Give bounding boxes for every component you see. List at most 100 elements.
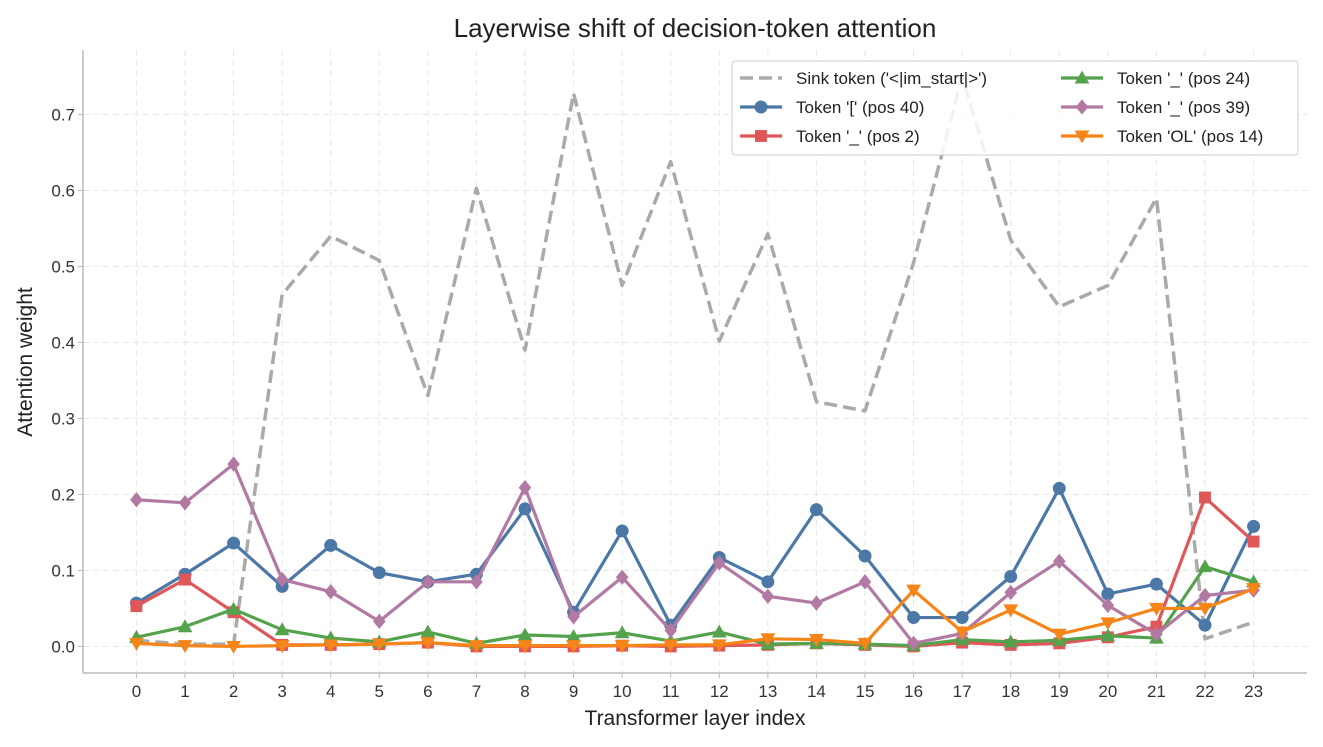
x-tick-label: 13 xyxy=(758,682,777,701)
chart-title: Layerwise shift of decision-token attent… xyxy=(454,13,937,43)
legend-swatch-marker xyxy=(754,100,768,114)
x-tick-label: 5 xyxy=(375,682,384,701)
series-4 xyxy=(130,456,1260,652)
x-tick-label: 4 xyxy=(326,682,335,701)
data-point xyxy=(1101,597,1115,614)
data-point xyxy=(1100,628,1116,642)
x-tick-label: 17 xyxy=(953,682,972,701)
x-tick-label: 7 xyxy=(472,682,481,701)
data-point xyxy=(1149,602,1164,616)
x-tick-label: 15 xyxy=(856,682,875,701)
series-5 xyxy=(129,583,1261,654)
data-point xyxy=(907,611,921,625)
data-point xyxy=(518,479,532,496)
legend-item: Token '[' (pos 40) xyxy=(740,98,924,117)
series xyxy=(129,74,1261,654)
data-point xyxy=(324,584,337,600)
legend-label: Sink token ('<|im_start|>') xyxy=(796,69,987,88)
legend-item: Token '_' (pos 2) xyxy=(740,127,920,146)
legend-label: Token '_' (pos 24) xyxy=(1117,69,1250,88)
data-point xyxy=(469,640,484,654)
legend-item: Token 'OL' (pos 14) xyxy=(1061,127,1263,146)
series-line xyxy=(136,565,1255,648)
y-axis-label: Attention weight xyxy=(14,287,37,437)
data-point xyxy=(227,536,241,550)
x-tick-label: 23 xyxy=(1244,682,1263,701)
data-point xyxy=(1003,634,1019,648)
y-tick-label: 0.6 xyxy=(51,182,75,201)
data-point xyxy=(1247,519,1261,533)
data-point xyxy=(420,624,436,638)
legend-swatch-marker xyxy=(755,130,767,142)
data-point xyxy=(1247,535,1260,548)
y-tick-label: 0.7 xyxy=(51,106,75,125)
series-line xyxy=(136,74,1255,646)
data-point xyxy=(179,573,191,586)
data-point xyxy=(711,639,727,653)
data-point xyxy=(664,622,677,639)
x-tick-label: 6 xyxy=(423,682,432,701)
x-tick-label: 2 xyxy=(229,682,238,701)
y-tick-label: 0.3 xyxy=(51,409,75,428)
data-point xyxy=(1052,481,1066,495)
series-line xyxy=(136,587,1255,649)
data-point xyxy=(1101,587,1115,601)
series-line xyxy=(136,462,1254,645)
legend-swatch-marker xyxy=(1074,130,1090,144)
x-axis-label: Transformer layer index xyxy=(585,707,806,730)
data-point xyxy=(517,627,533,641)
y-tick-label: 0.5 xyxy=(51,258,75,277)
legend-swatch-marker xyxy=(1074,70,1090,84)
data-point xyxy=(1004,570,1018,583)
data-point xyxy=(226,601,241,615)
legend-item: Token '_' (pos 39) xyxy=(1061,98,1250,117)
x-ticks: 0 1 2 3 4 5 6 7 8 9 10 11 12 13 14 15 16 17 18 19 20 21 22 23 xyxy=(132,673,1263,701)
data-point xyxy=(954,626,970,640)
x-tick-label: 20 xyxy=(1098,682,1117,701)
data-point xyxy=(809,634,824,647)
data-point xyxy=(761,588,775,604)
data-point xyxy=(711,624,727,638)
x-tick-label: 10 xyxy=(613,682,632,701)
data-point xyxy=(1100,617,1116,631)
data-point xyxy=(1199,491,1211,504)
data-point xyxy=(713,555,726,571)
data-point xyxy=(177,619,193,633)
data-point xyxy=(1149,577,1163,591)
data-point xyxy=(274,622,290,636)
data-point xyxy=(1003,604,1019,618)
data-point xyxy=(420,637,436,650)
data-point xyxy=(130,492,143,508)
legend-item: Sink token ('<|im_start|>') xyxy=(740,69,987,88)
data-point xyxy=(566,640,581,654)
data-point xyxy=(615,524,629,538)
data-point xyxy=(1246,583,1261,597)
x-tick-label: 1 xyxy=(180,682,189,701)
data-point xyxy=(518,502,532,516)
data-point xyxy=(810,595,823,611)
x-tick-label: 3 xyxy=(277,682,286,701)
x-tick-label: 12 xyxy=(710,682,729,701)
y-tick-label: 0.2 xyxy=(51,485,75,504)
x-tick-label: 19 xyxy=(1050,682,1069,701)
data-point xyxy=(421,574,435,590)
data-point xyxy=(906,584,921,598)
series-0 xyxy=(136,74,1255,646)
data-point xyxy=(955,611,969,625)
data-point xyxy=(373,613,386,629)
x-tick-label: 22 xyxy=(1196,682,1215,701)
x-tick-label: 14 xyxy=(807,682,826,701)
data-point xyxy=(1053,553,1066,569)
data-point xyxy=(324,538,338,552)
x-tick-label: 9 xyxy=(569,682,578,701)
data-point xyxy=(809,503,823,517)
data-point xyxy=(470,574,483,590)
data-point xyxy=(1004,584,1017,601)
legend-label: Token '_' (pos 2) xyxy=(796,127,920,146)
x-tick-label: 21 xyxy=(1147,682,1166,701)
legend: Sink token ('<|im_start|>') Token '[' (po… xyxy=(731,60,1299,156)
data-point xyxy=(371,638,387,652)
y-ticks: 0.0 0.1 0.2 0.3 0.4 0.5 0.6 0.7 xyxy=(51,106,83,656)
x-tick-label: 18 xyxy=(1001,682,1020,701)
